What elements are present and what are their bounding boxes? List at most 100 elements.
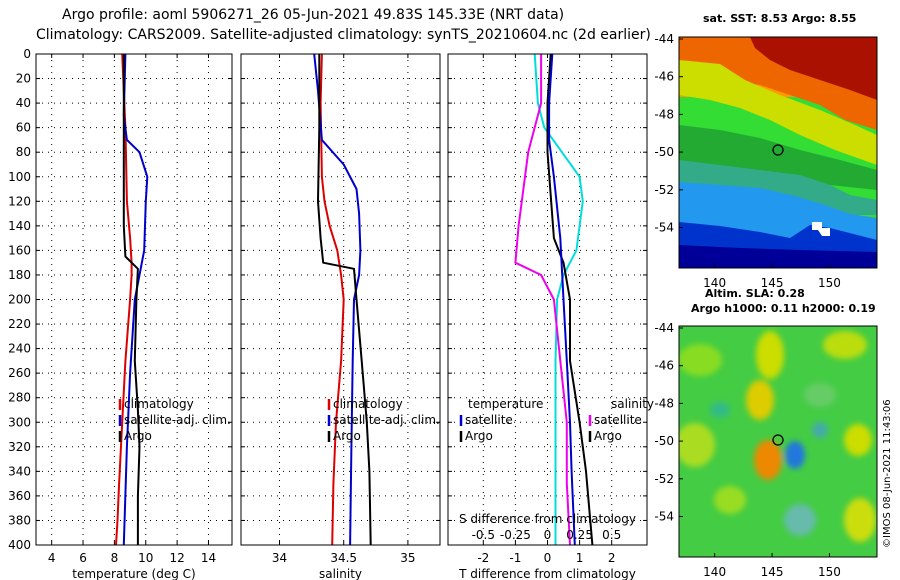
y-tick-label: 0 (23, 47, 31, 61)
y-tick-label: 380 (8, 513, 31, 527)
series-line-argo (317, 54, 372, 546)
series-line-satellite-adj-clim- (313, 53, 362, 546)
panel-salinity: 34 34.5 35 salinity (240, 53, 441, 580)
x-top-tick-label: 0.25 (566, 528, 593, 542)
sst-map: sat. SST: 8.53 Argo: 8.55 140 145 150 -44 -4… (654, 12, 878, 290)
y-tick-label: 80 (16, 145, 31, 159)
sla-map-title-line1: Altim. SLA: 0.28 (705, 287, 805, 300)
y-tick-label: 120 (8, 194, 31, 208)
y-tick-label: 260 (8, 366, 31, 380)
x-tick-label: 0 (544, 551, 552, 565)
y-tick-label: 60 (16, 121, 31, 135)
legend-temperature-heading: temperature (468, 397, 543, 411)
x-tick-label: -1 (509, 551, 521, 565)
x-tick-label: 10 (138, 551, 153, 565)
legend-climatology-label: climatology (333, 397, 403, 411)
map-y-tick-label: -50 (654, 434, 674, 448)
legend-satellite-adj-label: satellite-adj. clim. (333, 413, 440, 427)
map-x-tick-label: 150 (818, 276, 841, 290)
legend-satellite-adj-label: satellite-adj. clim. (124, 413, 231, 427)
figure-title-line2: Climatology: CARS2009. Satellite-adjuste… (36, 27, 651, 43)
sla-map: Altim. SLA: 0.28 Argo h1000: 0.11 h2000:… (654, 287, 878, 579)
series-line-t-argo (546, 53, 594, 546)
y-tick-label: 220 (8, 317, 31, 331)
series-line-climatology (319, 53, 345, 546)
map-x-tick-label: 145 (761, 565, 784, 579)
x-axis-label: temperature (deg C) (72, 567, 195, 580)
map-y-tick-label: -54 (654, 221, 674, 235)
legend-climatology-label: climatology (124, 397, 194, 411)
legend-difference-panel: temperature satellite Argo salinity satellit… (459, 397, 654, 443)
x-top-tick-label: -0.5 (472, 528, 495, 542)
legend-t-argo-label: Argo (465, 429, 493, 443)
y-tick-label: 160 (8, 243, 31, 257)
series-line-s-satellite-adj- (548, 53, 576, 546)
map-x-tick-label: 140 (703, 276, 726, 290)
map-x-tick-label: 150 (818, 565, 841, 579)
series-line-satellite-adj-clim- (122, 53, 149, 546)
series-line-t-satellite (533, 53, 584, 545)
x-tick-label: 6 (79, 551, 87, 565)
series-line-climatology (115, 53, 133, 546)
legend-salinity-heading: salinity (611, 397, 654, 411)
map-x-tick-label: 145 (761, 276, 784, 290)
legend-t-satellite-label: satellite (465, 413, 513, 427)
legend-s-argo-label: Argo (594, 429, 622, 443)
x-tick-label: 2 (608, 551, 616, 565)
x-tick-label: 34 (272, 551, 287, 565)
x-top-axis-label: S difference from climatology (459, 512, 636, 526)
map-y-tick-label: -46 (654, 359, 674, 373)
y-tick-label: 140 (8, 219, 31, 233)
map-y-tick-label: -52 (654, 472, 674, 486)
legend-argo-label: Argo (124, 429, 152, 443)
legend-argo-label: Argo (333, 429, 361, 443)
map-y-tick-label: -50 (654, 145, 674, 159)
map-y-tick-label: -48 (654, 396, 674, 410)
x-tick-label: 1 (576, 551, 584, 565)
y-tick-label: 360 (8, 489, 31, 503)
x-tick-label: 12 (169, 551, 184, 565)
legend-salinity-panel: climatology satellite-adj. clim. Argo (327, 397, 440, 443)
legend-temperature-panel: climatology satellite-adj. clim. Argo (118, 397, 231, 443)
y-tick-label: 40 (16, 96, 31, 110)
argo-location-marker (772, 144, 784, 156)
y-tick-label: 300 (8, 415, 31, 429)
series-line-argo (122, 54, 141, 545)
y-tick-label: 280 (8, 391, 31, 405)
y-tick-label: 200 (8, 293, 31, 307)
y-tick-label: 320 (8, 440, 31, 454)
map-x-tick-label: 140 (703, 565, 726, 579)
y-tick-label: 20 (16, 72, 31, 86)
legend-s-satellite-label: satellite (594, 413, 642, 427)
map-y-tick-label: -44 (654, 32, 674, 46)
y-tick-label: 180 (8, 268, 31, 282)
x-tick-label: 14 (201, 551, 216, 565)
panel-temperature: 0 20 40 60 80 100 120 140 160 180 200 220 240 260 280 3… (8, 47, 233, 580)
sst-map-title: sat. SST: 8.53 Argo: 8.55 (703, 12, 856, 25)
series-line-s-satellite (514, 54, 571, 546)
panel-difference: -2 -1 0 1 2 T difference from climatology -0.5… (447, 53, 648, 580)
x-axis-label: T difference from climatology (458, 567, 636, 580)
figure-title-line1: Argo profile: aoml 5906271_26 05-Jun-202… (62, 7, 564, 23)
x-tick-label: 35 (400, 551, 415, 565)
imos-credit: ©IMOS 08-Jun-2021 11:43:06 (882, 399, 893, 548)
y-tick-label: 100 (8, 170, 31, 184)
x-tick-label: 34.5 (330, 551, 357, 565)
x-axis-label: salinity (319, 567, 362, 580)
y-tick-label: 400 (8, 538, 31, 552)
y-tick-label: 340 (8, 464, 31, 478)
x-top-tick-label: 0.5 (602, 528, 621, 542)
x-tick-label: -2 (477, 551, 489, 565)
map-y-tick-label: -52 (654, 183, 674, 197)
map-y-tick-label: -54 (654, 510, 674, 524)
x-tick-label: 8 (111, 551, 119, 565)
x-tick-label: 4 (48, 551, 56, 565)
sla-map-title-line2: Argo h1000: 0.11 h2000: 0.19 (691, 302, 876, 315)
x-top-tick-label: 0 (544, 528, 552, 542)
map-y-tick-label: -48 (654, 107, 674, 121)
y-tick-label: 240 (8, 342, 31, 356)
argo-location-marker-sla (772, 434, 784, 446)
map-y-tick-label: -46 (654, 70, 674, 84)
